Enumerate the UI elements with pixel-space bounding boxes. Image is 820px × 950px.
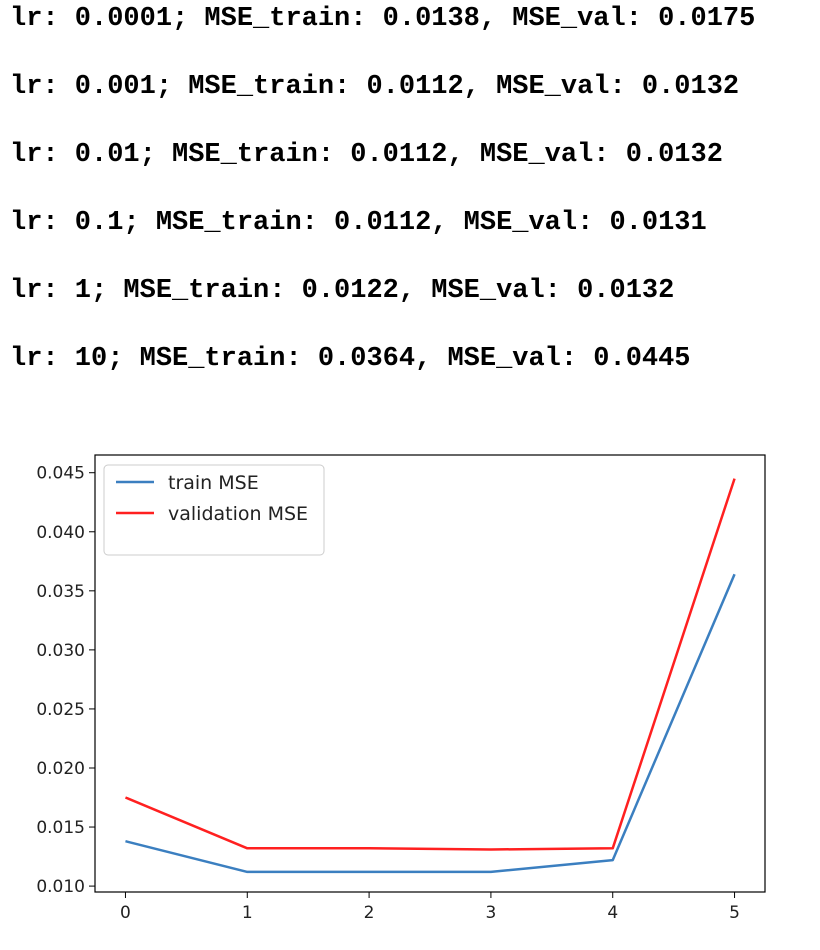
x-tick-label: 2: [364, 903, 375, 923]
log-line: lr: 0.0001; MSE_train: 0.0138, MSE_val: …: [10, 4, 756, 34]
series-line-train-mse: [125, 573, 736, 874]
log-line: lr: 0.1; MSE_train: 0.0112, MSE_val: 0.0…: [10, 208, 707, 238]
y-tick-label: 0.035: [36, 582, 85, 602]
y-tick-label: 0.015: [36, 818, 85, 838]
y-axis: 0.010 0.015 0.020 0.025 0.030 0.035 0.040 0.045: [36, 464, 95, 897]
y-tick-label: 0.045: [36, 464, 85, 484]
x-tick-label: 0: [120, 903, 131, 923]
x-tick-label: 3: [485, 903, 496, 923]
y-tick-label: 0.020: [36, 759, 85, 779]
x-tick-label: 4: [607, 903, 618, 923]
log-line: lr: 0.001; MSE_train: 0.0112, MSE_val: 0…: [10, 72, 740, 102]
legend-label-train-mse: train MSE: [168, 472, 259, 494]
y-tick-label: 0.030: [36, 641, 85, 661]
log-line: lr: 10; MSE_train: 0.0364, MSE_val: 0.04…: [10, 344, 691, 374]
y-tick-label: 0.010: [36, 877, 85, 897]
series-layer: [124, 478, 736, 874]
y-tick-label: 0.040: [36, 523, 85, 543]
log-line: lr: 0.01; MSE_train: 0.0112, MSE_val: 0.…: [10, 140, 723, 170]
log-line: lr: 1; MSE_train: 0.0122, MSE_val: 0.013…: [10, 276, 675, 306]
legend: train MSE validation MSE: [103, 464, 325, 556]
x-tick-label: 5: [729, 903, 740, 923]
x-tick-label: 1: [242, 903, 253, 923]
series-line-validation-mse: [124, 478, 736, 851]
x-axis: 0 1 2 3 4 5: [120, 892, 740, 923]
legend-box: [103, 464, 325, 556]
mse-line-chart: 0.010 0.015 0.020 0.025 0.030 0.035 0.040 0.045…: [36, 454, 766, 923]
legend-label-validation-mse: validation MSE: [168, 503, 308, 525]
y-tick-label: 0.025: [36, 700, 85, 720]
